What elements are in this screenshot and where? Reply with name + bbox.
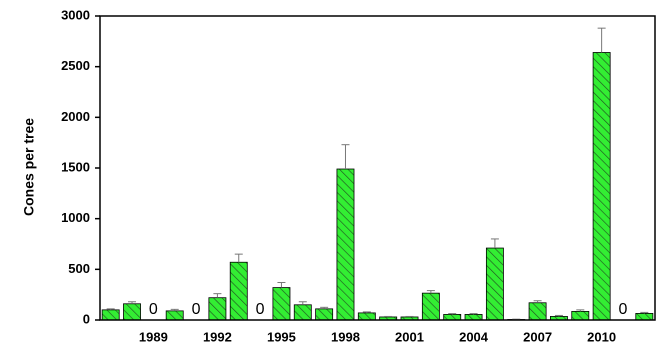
bar [485, 247, 504, 321]
bar [421, 292, 440, 321]
bar [229, 261, 248, 321]
bar [272, 287, 291, 321]
bar [357, 312, 376, 321]
zero-label: 0 [256, 301, 265, 318]
bar [315, 308, 334, 321]
y-tick-label: 3000 [61, 7, 90, 22]
y-tick-label: 2000 [61, 109, 90, 124]
bar [293, 304, 312, 321]
x-tick-label: 2007 [523, 329, 552, 344]
zero-label: 0 [192, 301, 201, 318]
bar [165, 310, 184, 321]
y-axis-label: Cones per tree [21, 118, 37, 216]
bar [101, 309, 120, 321]
x-tick-label: 1992 [203, 329, 232, 344]
y-tick-label: 1500 [61, 159, 90, 174]
bar [635, 313, 654, 321]
y-tick-label: 0 [83, 311, 90, 326]
bar [208, 297, 227, 321]
y-tick-label: 2500 [61, 58, 90, 73]
bar [528, 302, 547, 321]
zero-label: 0 [619, 301, 628, 318]
bar [592, 52, 611, 321]
plot-frame [99, 15, 656, 321]
bar [464, 314, 483, 321]
x-tick-label: 1998 [331, 329, 360, 344]
bar [443, 314, 462, 321]
x-tick-label: 1989 [139, 329, 168, 344]
x-tick-label: 2010 [587, 329, 616, 344]
zero-label: 0 [149, 301, 158, 318]
x-tick-label: 2001 [395, 329, 424, 344]
bar [336, 168, 355, 321]
bar [123, 303, 141, 321]
bar [571, 310, 590, 321]
y-tick-label: 500 [68, 261, 90, 276]
x-tick-label: 2004 [459, 329, 489, 344]
y-tick-label: 1000 [61, 210, 90, 225]
x-tick-label: 1995 [267, 329, 296, 344]
